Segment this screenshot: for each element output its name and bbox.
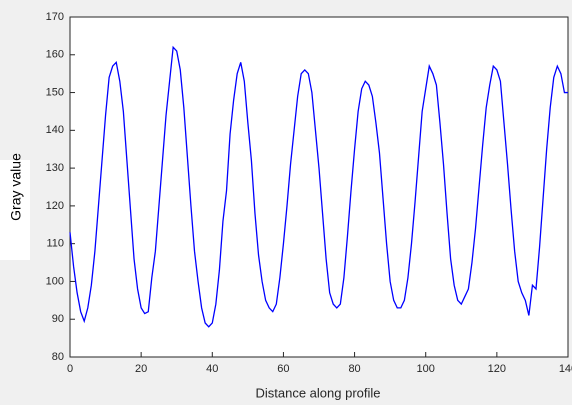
y-tick-label: 80 (52, 351, 64, 363)
y-axis-label: Gray value (8, 153, 24, 221)
y-tick-label: 130 (46, 162, 64, 174)
x-tick-label: 100 (417, 363, 435, 375)
x-tick-label: 140 (559, 363, 572, 375)
plot-area (70, 17, 568, 357)
y-tick-label: 120 (46, 200, 64, 212)
y-tick-label: 150 (46, 86, 64, 98)
x-axis-label: Distance along profile (255, 385, 380, 400)
x-tick-label: 120 (488, 363, 506, 375)
y-label-box (0, 160, 30, 260)
line-series (69, 45, 568, 328)
x-tick-label: 60 (277, 363, 289, 375)
y-tick-label: 100 (46, 275, 64, 287)
x-tick-label: 0 (67, 363, 73, 375)
x-tick-label: 80 (348, 363, 360, 375)
axes-box (69, 16, 569, 358)
y-tick-label: 160 (46, 49, 64, 61)
y-tick-label: 140 (46, 124, 64, 136)
y-tick-label: 110 (46, 238, 64, 250)
y-tick-label: 90 (52, 313, 64, 325)
x-tick-label: 20 (135, 363, 147, 375)
y-tick-label: 170 (46, 11, 64, 23)
x-tick-label: 40 (206, 363, 218, 375)
